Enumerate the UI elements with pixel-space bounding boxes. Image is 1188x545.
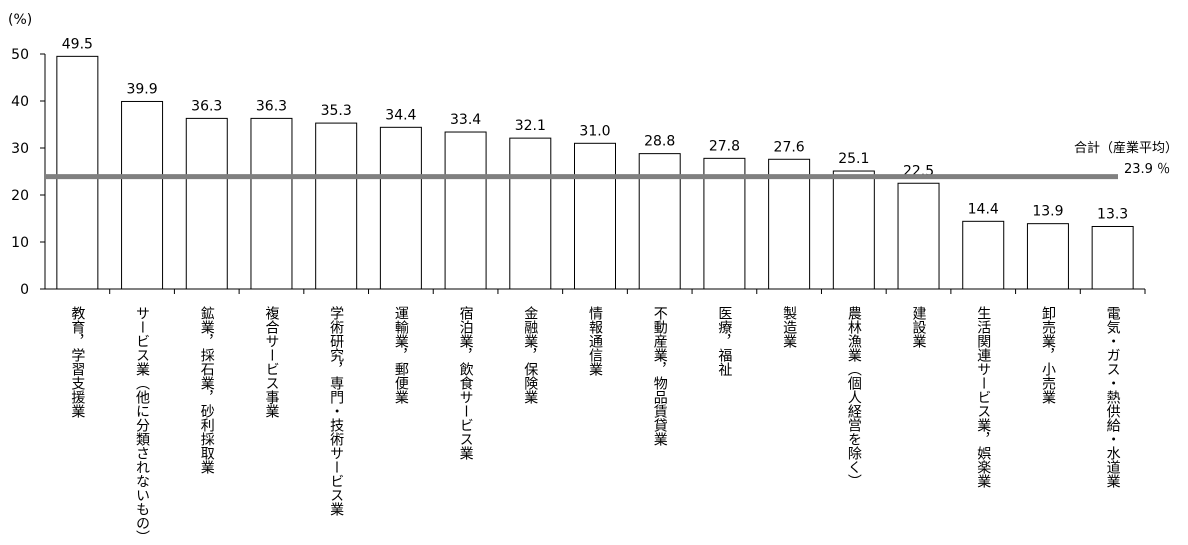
category-label: 建設業 xyxy=(911,306,927,348)
bar-value-label: 27.8 xyxy=(709,138,740,154)
y-axis-unit-label: (%) xyxy=(8,12,32,28)
bar xyxy=(1026,223,1069,290)
bar-value-label: 14.4 xyxy=(968,201,999,217)
category-label: 教育，学習支援業 xyxy=(69,306,85,418)
category-label: サービス業（他に分類されないもの） xyxy=(134,306,150,544)
category-label: 卸売業，小売業 xyxy=(1040,306,1056,404)
category-label: 生活関連サービス業，娯楽業 xyxy=(975,306,991,488)
bar-value-label: 36.3 xyxy=(191,98,222,114)
bar-value-label: 39.9 xyxy=(126,81,157,97)
category-label: 学術研究，専門・技術サービス業 xyxy=(328,306,344,516)
y-tick-label: 40 xyxy=(11,94,29,110)
category-label: 金融業，保険業 xyxy=(522,306,538,404)
bar xyxy=(315,122,358,290)
y-tick-label: 10 xyxy=(11,235,29,251)
bar-value-label: 34.4 xyxy=(385,107,416,123)
category-label: 農林漁業（個人経営を除く） xyxy=(846,306,862,488)
category-label: 不動産業，物品賃貸業 xyxy=(652,306,668,446)
bar-value-label: 36.3 xyxy=(256,98,287,114)
bar xyxy=(768,158,811,290)
bar xyxy=(897,182,940,290)
y-tick-label: 20 xyxy=(11,188,29,204)
bar-value-label: 49.5 xyxy=(62,36,93,52)
average-reference-value: 23.9 ％ xyxy=(1124,162,1170,177)
average-reference-label: 合計（産業平均） xyxy=(1074,140,1178,156)
bar xyxy=(962,220,1005,290)
bar xyxy=(379,126,422,290)
bar xyxy=(250,117,293,290)
bar xyxy=(56,55,99,290)
category-label: 運輸業，郵便業 xyxy=(393,306,409,404)
category-label: 鉱業，採石業，砂利採取業 xyxy=(199,305,215,474)
category-label: 医療，福祉 xyxy=(716,306,732,377)
category-label: 宿泊業，飲食サービス業 xyxy=(458,305,474,460)
bar xyxy=(574,142,616,290)
bar xyxy=(185,117,228,290)
y-tick-label: 50 xyxy=(11,47,29,63)
bar xyxy=(444,131,487,290)
bar xyxy=(1091,225,1134,290)
bar-value-label: 32.1 xyxy=(515,118,546,134)
bar xyxy=(509,137,552,290)
category-label: 電気・ガス・熱供給・水道業 xyxy=(1105,306,1121,488)
bar-value-label: 31.0 xyxy=(579,123,610,139)
bar-value-label: 13.3 xyxy=(1097,206,1128,222)
category-label: 情報通信業 xyxy=(587,306,603,376)
bar-value-label: 13.9 xyxy=(1032,204,1063,220)
y-tick-label: 30 xyxy=(11,141,29,157)
y-tick-label: 0 xyxy=(20,282,29,298)
bar-value-label: 25.1 xyxy=(838,151,869,167)
bar xyxy=(121,100,164,290)
bar xyxy=(638,153,681,290)
bar-value-label: 33.4 xyxy=(450,112,481,128)
bar-value-label: 27.6 xyxy=(774,139,805,155)
bar-value-label: 28.8 xyxy=(644,134,675,150)
category-label: 製造業 xyxy=(781,306,797,348)
bar xyxy=(832,170,875,290)
category-label: 複合サービス事業 xyxy=(263,305,279,418)
bar-value-label: 35.3 xyxy=(321,103,352,119)
